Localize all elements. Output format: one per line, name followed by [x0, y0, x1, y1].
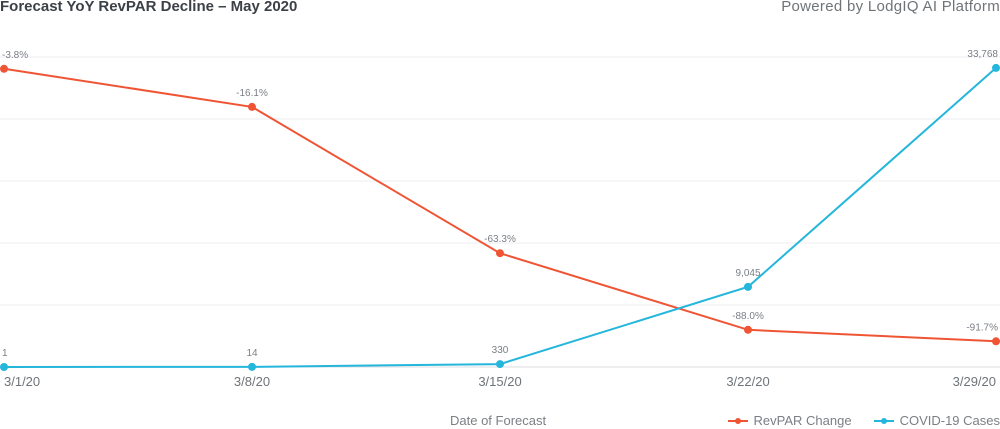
data-point [496, 360, 504, 369]
data-point [248, 102, 256, 111]
data-label: 330 [492, 345, 509, 356]
data-point [0, 362, 8, 371]
data-label: -88.0% [732, 311, 764, 322]
powered-by-label: Powered by LodgIQ AI Platform [781, 0, 1000, 15]
chart-legend: RevPAR Change COVID-19 Cases [727, 413, 1000, 428]
series-line-revpar [3, 67, 997, 343]
data-point [0, 64, 8, 73]
data-label: 14 [246, 348, 258, 359]
data-point [744, 325, 752, 334]
legend-swatch-covid [873, 416, 894, 426]
data-label: 9,045 [735, 268, 760, 279]
data-label: 33,768 [967, 49, 998, 60]
data-point [992, 63, 1000, 72]
x-tick-label: 3/15/20 [478, 374, 521, 389]
x-tick-label: 3/8/20 [234, 374, 270, 389]
data-point [248, 362, 256, 371]
legend-label-revpar: RevPAR Change [753, 413, 852, 428]
data-point [496, 249, 504, 258]
legend-swatch-revpar [727, 416, 748, 426]
series-line-covid [3, 67, 997, 368]
data-point [992, 337, 1000, 346]
data-label: -63.3% [484, 234, 516, 245]
data-label: -3.8% [2, 50, 28, 61]
legend-label-covid: COVID-19 Cases [899, 413, 1000, 428]
data-label: 1 [2, 348, 8, 359]
data-label: -91.7% [966, 322, 998, 333]
x-tick-label: 3/22/20 [726, 374, 769, 389]
x-axis-title: Date of Forecast [450, 413, 547, 428]
x-tick-label: 3/1/20 [4, 374, 40, 389]
data-label: -16.1% [236, 88, 268, 99]
x-tick-label: 3/29/20 [953, 374, 996, 389]
data-point [744, 282, 752, 291]
legend-item-revpar: RevPAR Change [727, 413, 852, 428]
legend-item-covid: COVID-19 Cases [873, 413, 1000, 428]
chart-title: Forecast YoY RevPAR Decline – May 2020 [0, 0, 298, 15]
